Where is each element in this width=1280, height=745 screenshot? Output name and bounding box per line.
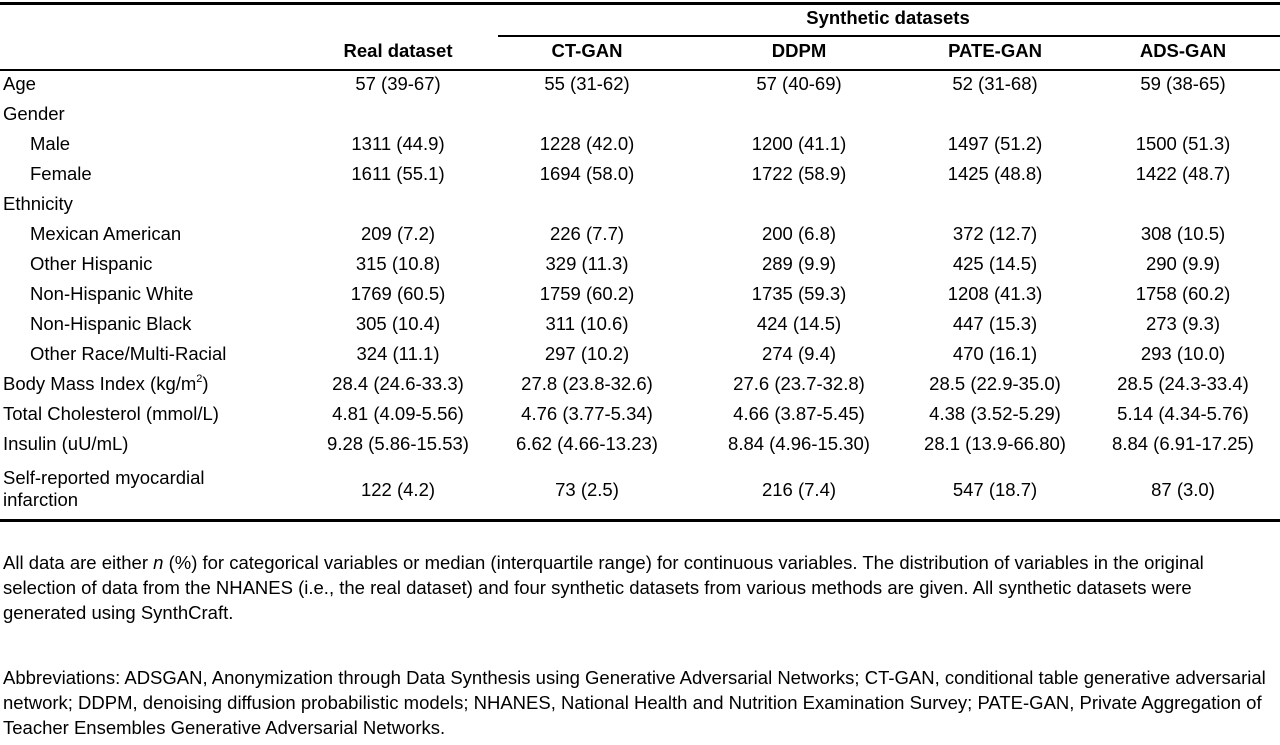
row-label: Male bbox=[30, 133, 71, 154]
table-cell: 122 (4.2) bbox=[360, 479, 436, 500]
table-cell: 59 (38-65) bbox=[1140, 73, 1226, 94]
row-label: Insulin (uU/mL) bbox=[3, 433, 129, 454]
table-cell: 315 (10.8) bbox=[355, 253, 441, 274]
table-cell: 5.14 (4.34-5.76) bbox=[1117, 403, 1249, 424]
table-cell: 28.1 (13.9-66.80) bbox=[924, 433, 1066, 454]
table-cell: 1769 (60.5) bbox=[350, 283, 446, 304]
table-cell: 1422 (48.7) bbox=[1135, 163, 1231, 184]
table-cell: 1425 (48.8) bbox=[947, 163, 1043, 184]
table-cell: 4.66 (3.87-5.45) bbox=[733, 403, 865, 424]
table-cell: 1228 (42.0) bbox=[539, 133, 635, 154]
table-cell: 8.84 (4.96-15.30) bbox=[728, 433, 870, 454]
table-cell: 297 (10.2) bbox=[544, 343, 630, 364]
row-label: Other Hispanic bbox=[30, 253, 153, 274]
row-label: Age bbox=[3, 73, 36, 94]
table-cell: 1500 (51.3) bbox=[1135, 133, 1231, 154]
table-cell: 1311 (44.9) bbox=[351, 133, 445, 154]
abbreviations-text: Abbreviations: ADSGAN, Anonymization thr… bbox=[3, 667, 1266, 738]
table-cell: 273 (9.3) bbox=[1145, 313, 1221, 334]
table-cell: 274 (9.4) bbox=[761, 343, 837, 364]
table-cell: 470 (16.1) bbox=[952, 343, 1038, 364]
table-cell: 1208 (41.3) bbox=[947, 283, 1043, 304]
table-cell: 308 (10.5) bbox=[1140, 223, 1226, 244]
table-cell: 226 (7.7) bbox=[549, 223, 625, 244]
table-cell: 55 (31-62) bbox=[544, 73, 630, 94]
table-cell: 311 (10.6) bbox=[545, 313, 629, 334]
table-cell: 290 (9.9) bbox=[1145, 253, 1221, 274]
table-top-rule bbox=[0, 2, 1280, 5]
table-cell: 52 (31-68) bbox=[952, 73, 1038, 94]
table-cell: 372 (12.7) bbox=[952, 223, 1038, 244]
table-cell: 73 (2.5) bbox=[555, 479, 619, 500]
table-cell: 1694 (58.0) bbox=[539, 163, 635, 184]
table-cell: 425 (14.5) bbox=[952, 253, 1038, 274]
table-cell: 1735 (59.3) bbox=[751, 283, 847, 304]
row-label: Self-reported myocardial infarction bbox=[3, 467, 205, 510]
table-cell: 6.62 (4.66-13.23) bbox=[516, 433, 658, 454]
row-label: Gender bbox=[3, 103, 65, 124]
group-header-synthetic: Synthetic datasets bbox=[806, 7, 970, 28]
row-label: Female bbox=[30, 163, 92, 184]
table-cell: 293 (10.0) bbox=[1140, 343, 1226, 364]
table-cell: 329 (11.3) bbox=[545, 253, 629, 274]
table-cell: 4.81 (4.09-5.56) bbox=[332, 403, 464, 424]
row-label: Non-Hispanic White bbox=[30, 283, 194, 304]
table-cell: 216 (7.4) bbox=[761, 479, 837, 500]
table-cell: 4.38 (3.52-5.29) bbox=[929, 403, 1061, 424]
row-label: Mexican American bbox=[30, 223, 182, 244]
table-cell: 447 (15.3) bbox=[952, 313, 1038, 334]
table-cell: 1200 (41.1) bbox=[751, 133, 847, 154]
table-cell: 547 (18.7) bbox=[952, 479, 1038, 500]
table-cell: 1497 (51.2) bbox=[947, 133, 1043, 154]
footnote-abbreviations: Abbreviations: ADSGAN, Anonymization thr… bbox=[3, 665, 1273, 740]
table-cell: 8.84 (6.91-17.25) bbox=[1112, 433, 1254, 454]
table-cell: 4.76 (3.77-5.34) bbox=[521, 403, 653, 424]
table-cell: 28.5 (22.9-35.0) bbox=[929, 373, 1061, 394]
data-note-text: All data are either n (%) for categorica… bbox=[3, 552, 1204, 623]
table-cell: 27.8 (23.8-32.6) bbox=[521, 373, 653, 394]
table-cell: 28.4 (24.6-33.3) bbox=[332, 373, 464, 394]
table-cell: 209 (7.2) bbox=[360, 223, 436, 244]
table-cell: 9.28 (5.86-15.53) bbox=[327, 433, 469, 454]
table-cell: 57 (39-67) bbox=[355, 73, 441, 94]
table-cell: 57 (40-69) bbox=[756, 73, 842, 94]
group-header-rule bbox=[498, 35, 1280, 37]
table-cell: 305 (10.4) bbox=[355, 313, 441, 334]
header-rule bbox=[0, 69, 1280, 71]
row-label: Total Cholesterol (mmol/L) bbox=[3, 403, 219, 424]
column-header-ads-gan: ADS-GAN bbox=[1139, 40, 1227, 61]
table-cell: 28.5 (24.3-33.4) bbox=[1117, 373, 1249, 394]
table-cell: 27.6 (23.7-32.8) bbox=[733, 373, 865, 394]
table-cell: 1722 (58.9) bbox=[751, 163, 847, 184]
row-label: Body Mass Index (kg/m2) bbox=[3, 372, 209, 394]
column-header-ddpm: DDPM bbox=[771, 40, 827, 61]
column-header-real-dataset: Real dataset bbox=[343, 40, 453, 61]
table-cell: 87 (3.0) bbox=[1151, 479, 1215, 500]
column-header-ct-gan: CT-GAN bbox=[551, 40, 623, 61]
footnote-data: All data are either n (%) for categorica… bbox=[3, 550, 1273, 625]
column-header-pate-gan: PATE-GAN bbox=[948, 40, 1042, 61]
table-cell: 200 (6.8) bbox=[761, 223, 837, 244]
table-cell: 424 (14.5) bbox=[756, 313, 842, 334]
row-label: Ethnicity bbox=[3, 193, 73, 214]
table-cell: 324 (11.1) bbox=[356, 343, 440, 364]
table-cell: 1611 (55.1) bbox=[351, 163, 445, 184]
table-cell: 1759 (60.2) bbox=[539, 283, 635, 304]
row-label: Other Race/Multi-Racial bbox=[30, 343, 227, 364]
table-bottom-rule bbox=[0, 519, 1280, 522]
table-cell: 289 (9.9) bbox=[761, 253, 837, 274]
table-cell: 1758 (60.2) bbox=[1135, 283, 1231, 304]
row-label: Non-Hispanic Black bbox=[30, 313, 192, 334]
